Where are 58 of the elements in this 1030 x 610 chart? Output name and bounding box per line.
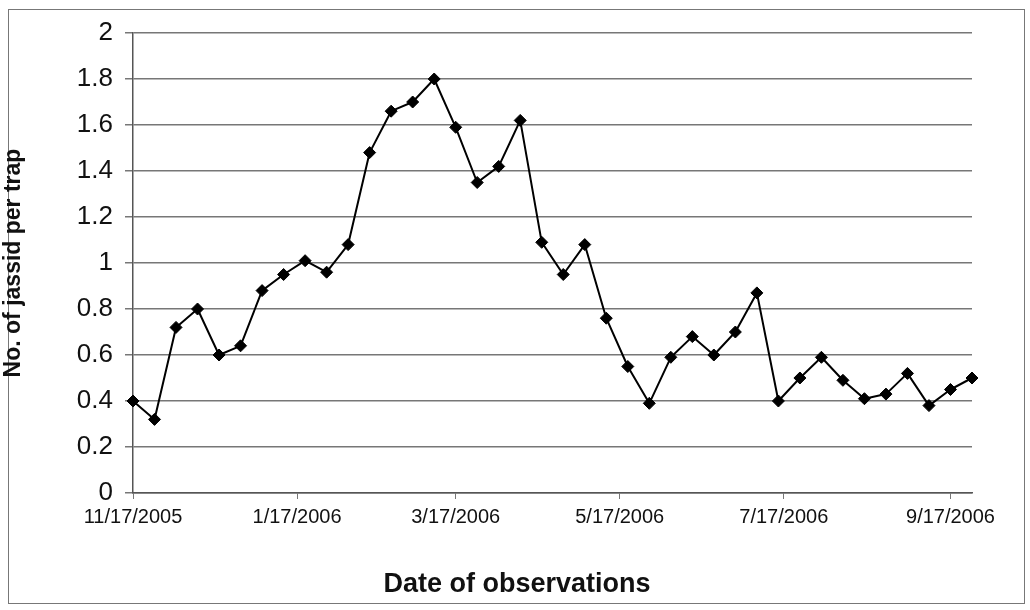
- point: [427, 72, 441, 86]
- point: [234, 339, 248, 353]
- y-tick-label: 1.4: [76, 154, 113, 185]
- x-tick-label: 11/17/2005: [83, 504, 183, 527]
- point: [148, 412, 162, 426]
- y-tick-label: 1.8: [76, 62, 113, 93]
- point: [449, 120, 463, 134]
- x-tick-label: 5/17/2006: [575, 504, 665, 527]
- point: [943, 383, 957, 396]
- point: [298, 254, 312, 268]
- y-tick-label: 0.2: [76, 430, 113, 461]
- point: [879, 387, 893, 401]
- point: [664, 350, 678, 364]
- point: [578, 238, 592, 252]
- point: [492, 159, 506, 173]
- x-axis-title: Date of observations: [383, 567, 651, 599]
- point: [621, 360, 635, 373]
- point: [277, 268, 291, 281]
- point: [836, 373, 850, 387]
- y-tick-label: 0.4: [76, 384, 113, 415]
- point: [406, 95, 420, 109]
- y-tick-label: 1.2: [76, 200, 113, 231]
- point: [599, 311, 613, 325]
- point: [363, 146, 377, 160]
- point: [320, 265, 334, 279]
- point: [384, 104, 398, 118]
- point: [707, 348, 721, 362]
- point: [255, 284, 269, 298]
- point: [513, 113, 527, 127]
- point: [728, 325, 742, 339]
- point: [556, 268, 570, 281]
- x-tick-label: 7/17/2006: [739, 504, 829, 527]
- point: [771, 394, 785, 408]
- point: [169, 320, 183, 334]
- point: [750, 286, 764, 300]
- x-tick-label: 3/17/2006: [411, 504, 501, 527]
- point: [685, 330, 699, 344]
- y-tick-label: 0: [98, 476, 113, 507]
- point: [470, 176, 484, 189]
- y-tick-label: 1.6: [76, 108, 113, 139]
- point: [900, 366, 914, 380]
- y-tick-label: 2: [98, 16, 113, 47]
- point: [642, 396, 656, 410]
- point: [814, 350, 828, 364]
- point: [922, 399, 936, 413]
- x-tick-label: 1/17/2006: [252, 504, 342, 527]
- y-tick-label: 1: [98, 246, 113, 277]
- y-tick-label: 0.6: [76, 338, 113, 369]
- point: [535, 235, 549, 249]
- y-tick-label: 0.8: [76, 292, 113, 323]
- point: [191, 302, 205, 316]
- point: [857, 392, 871, 406]
- y-axis-title: No. of jassid per trap: [0, 148, 26, 378]
- point: [212, 348, 226, 362]
- point: [341, 238, 355, 252]
- x-tick-label: 9/17/2006: [905, 504, 995, 527]
- point: [793, 371, 807, 385]
- point: [965, 371, 979, 385]
